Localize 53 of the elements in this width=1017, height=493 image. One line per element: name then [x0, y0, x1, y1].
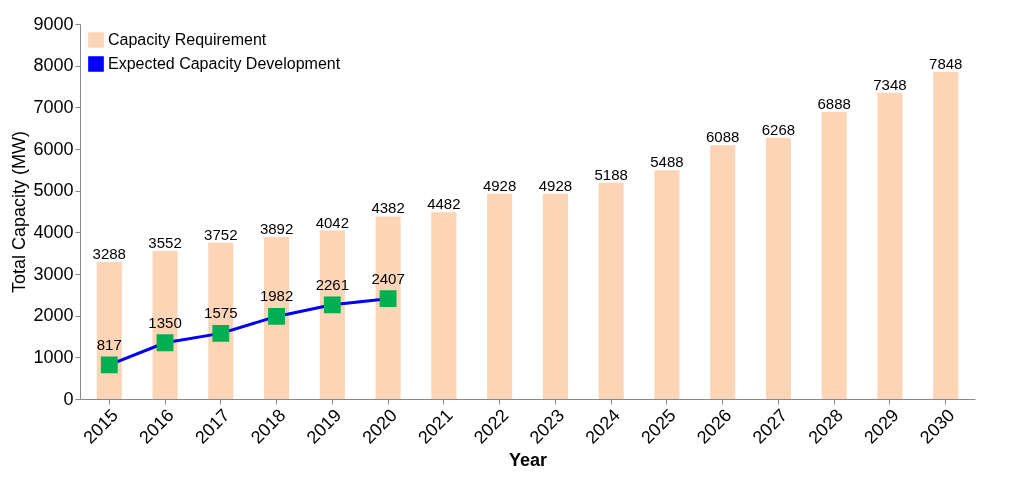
data-label: 6088: [705, 128, 740, 146]
point: [323, 296, 341, 314]
y-tick-label: 7000: [33, 96, 74, 117]
data-label: 5488: [650, 153, 684, 171]
bar: [96, 262, 122, 399]
data-label: 5188: [594, 165, 628, 183]
data-label: 817: [96, 335, 122, 353]
bar: [542, 193, 568, 399]
y-tick-label: 5000: [33, 180, 74, 201]
data-label: 1982: [259, 287, 294, 305]
bar: [487, 193, 513, 399]
y-tick-label: 3000: [33, 263, 74, 284]
y-axis-title: Total Capacity (MW): [9, 130, 30, 294]
data-label: 3752: [204, 225, 238, 243]
point: [379, 290, 397, 308]
y-tick-label: 8000: [33, 55, 74, 76]
point: [100, 356, 118, 374]
y-tick-label: 1000: [33, 346, 74, 367]
bar: [765, 137, 791, 399]
point: [156, 334, 174, 352]
bar: [933, 72, 959, 399]
bar: [431, 212, 457, 399]
y-tick-label: 0: [63, 388, 74, 409]
data-label: 4482: [427, 195, 461, 213]
data-label: 4928: [482, 176, 517, 194]
y-tick-label: 9000: [33, 13, 74, 34]
point: [212, 324, 230, 342]
data-label: 7848: [929, 55, 963, 72]
data-label: 4928: [538, 176, 573, 194]
data-label: 2261: [315, 275, 350, 293]
data-label: 3552: [148, 234, 182, 251]
bar: [710, 145, 736, 399]
point: [268, 308, 285, 325]
bar: [821, 112, 847, 399]
legend-label: Expected Capacity Development: [108, 55, 341, 72]
data-label: 7348: [873, 75, 907, 93]
legend-label: Capacity Requirement: [108, 31, 267, 48]
y-tick-label: 6000: [33, 138, 74, 159]
data-label: 3892: [259, 219, 294, 237]
data-label: 2407: [371, 269, 405, 287]
bar: [598, 182, 624, 399]
data-label: 4382: [371, 199, 405, 217]
y-tick-label: 4000: [33, 221, 74, 242]
data-label: 1350: [148, 313, 182, 331]
bar: [654, 170, 680, 399]
data-label: 1575: [204, 304, 238, 322]
y-tick-label: 2000: [33, 305, 74, 326]
x-axis-title: Year: [508, 449, 548, 470]
data-label: 4042: [315, 213, 350, 231]
data-label: 6888: [817, 95, 851, 112]
bar: [877, 92, 903, 399]
data-label: 3288: [92, 245, 126, 262]
data-label: 6268: [761, 120, 796, 138]
